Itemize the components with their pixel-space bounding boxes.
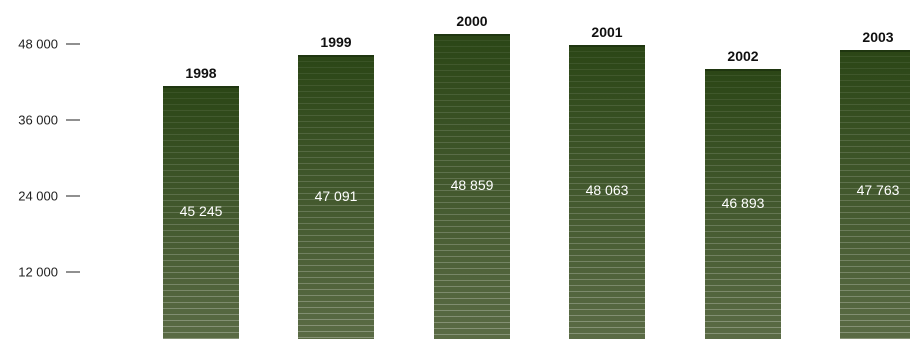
value-label-2000: 48 859: [451, 177, 494, 193]
bar-top-edge: [434, 34, 510, 36]
bar-top-edge: [569, 45, 645, 47]
bar-stripes: [163, 92, 239, 339]
bars: 1998 45 245 1999 47 091 2000 48 859 2001 48 063…: [163, 13, 910, 339]
bar-group-2003: 2003 47 763: [840, 29, 910, 339]
y-axis: 12 000 24 000 36 000 48 000: [18, 37, 80, 280]
bar-group-1999: 1999 47 091: [298, 34, 374, 339]
bar-2000: [434, 34, 510, 339]
bar-1999: [298, 55, 374, 339]
y-tick-label: 24 000: [18, 189, 58, 204]
y-tick-label: 48 000: [18, 37, 58, 52]
bar-2002: [705, 69, 781, 339]
value-label-1999: 47 091: [315, 188, 358, 204]
value-label-1998: 45 245: [180, 203, 223, 219]
y-tick-label: 12 000: [18, 265, 58, 280]
bar-2001: [569, 45, 645, 339]
value-label-2002: 46 893: [722, 195, 765, 211]
bar-2003: [840, 50, 910, 339]
category-label-1999: 1999: [320, 34, 351, 50]
bar-stripes: [705, 75, 781, 334]
bar-group-2000: 2000 48 859: [434, 13, 510, 339]
y-tick-label: 36 000: [18, 113, 58, 128]
bar-stripes: [840, 56, 910, 339]
bar-top-edge: [163, 86, 239, 88]
bar-top-edge: [705, 69, 781, 71]
bar-top-edge: [840, 50, 910, 52]
category-label-1998: 1998: [185, 65, 216, 81]
bar-stripes: [298, 61, 374, 338]
bar-top-edge: [298, 55, 374, 57]
bar-1998: [163, 86, 239, 339]
bar-group-1998: 1998 45 245: [163, 65, 239, 339]
bar-group-2002: 2002 46 893: [705, 48, 781, 339]
bar-stripes: [569, 51, 645, 334]
bar-stripes: [434, 40, 510, 335]
bar-group-2001: 2001 48 063: [569, 24, 645, 339]
category-label-2000: 2000: [456, 13, 487, 29]
category-label-2002: 2002: [727, 48, 758, 64]
value-label-2003: 47 763: [857, 182, 900, 198]
value-label-2001: 48 063: [586, 182, 629, 198]
category-label-2003: 2003: [862, 29, 893, 45]
category-label-2001: 2001: [591, 24, 622, 40]
